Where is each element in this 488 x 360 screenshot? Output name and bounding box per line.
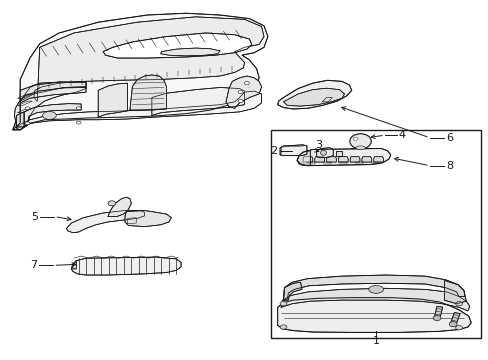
Polygon shape	[338, 157, 347, 162]
Polygon shape	[125, 211, 171, 226]
Ellipse shape	[280, 325, 286, 329]
Ellipse shape	[25, 122, 30, 125]
Ellipse shape	[352, 137, 357, 140]
Ellipse shape	[455, 302, 462, 306]
Polygon shape	[283, 275, 464, 300]
Text: 5: 5	[31, 212, 38, 221]
Text: 7: 7	[30, 260, 37, 270]
Polygon shape	[326, 157, 336, 162]
Polygon shape	[373, 157, 383, 162]
Ellipse shape	[320, 150, 326, 155]
Polygon shape	[152, 87, 244, 116]
Polygon shape	[280, 145, 306, 156]
Ellipse shape	[432, 316, 440, 320]
Polygon shape	[160, 48, 220, 56]
Polygon shape	[16, 91, 261, 130]
Ellipse shape	[244, 82, 249, 85]
Polygon shape	[297, 150, 310, 166]
Polygon shape	[444, 280, 466, 304]
Ellipse shape	[349, 134, 370, 149]
Ellipse shape	[455, 325, 462, 330]
Ellipse shape	[42, 112, 56, 120]
Polygon shape	[14, 87, 86, 128]
Ellipse shape	[368, 285, 383, 293]
Polygon shape	[283, 282, 302, 300]
Polygon shape	[277, 298, 470, 332]
Polygon shape	[335, 150, 341, 156]
Polygon shape	[281, 288, 469, 311]
Polygon shape	[303, 157, 312, 162]
Ellipse shape	[76, 121, 81, 124]
Polygon shape	[34, 17, 264, 101]
Ellipse shape	[76, 107, 81, 110]
Text: 1: 1	[372, 336, 379, 346]
Ellipse shape	[355, 146, 365, 149]
Text: 4: 4	[397, 130, 405, 140]
Polygon shape	[316, 148, 332, 158]
Polygon shape	[13, 13, 267, 130]
Polygon shape	[98, 83, 127, 117]
Polygon shape	[297, 148, 390, 166]
Ellipse shape	[448, 321, 456, 327]
Polygon shape	[16, 112, 24, 127]
Ellipse shape	[238, 99, 243, 103]
Polygon shape	[66, 211, 144, 233]
Polygon shape	[349, 157, 359, 162]
Polygon shape	[103, 33, 251, 58]
Polygon shape	[71, 257, 181, 275]
Polygon shape	[13, 82, 86, 130]
Polygon shape	[24, 104, 81, 127]
Text: 8: 8	[445, 161, 452, 171]
Text: 3: 3	[314, 140, 322, 149]
Polygon shape	[225, 76, 261, 108]
Polygon shape	[277, 80, 351, 109]
Polygon shape	[433, 306, 442, 319]
Text: 2: 2	[270, 145, 277, 156]
Polygon shape	[314, 157, 324, 162]
Polygon shape	[73, 261, 76, 269]
Polygon shape	[108, 197, 131, 217]
Polygon shape	[20, 82, 86, 101]
Polygon shape	[361, 157, 371, 162]
Polygon shape	[449, 312, 459, 325]
Ellipse shape	[238, 90, 243, 94]
Text: 6: 6	[445, 133, 452, 143]
Ellipse shape	[280, 302, 286, 306]
Bar	[271, 130, 480, 338]
Polygon shape	[283, 88, 344, 106]
Ellipse shape	[108, 201, 116, 206]
Ellipse shape	[25, 107, 30, 110]
Polygon shape	[130, 75, 166, 110]
